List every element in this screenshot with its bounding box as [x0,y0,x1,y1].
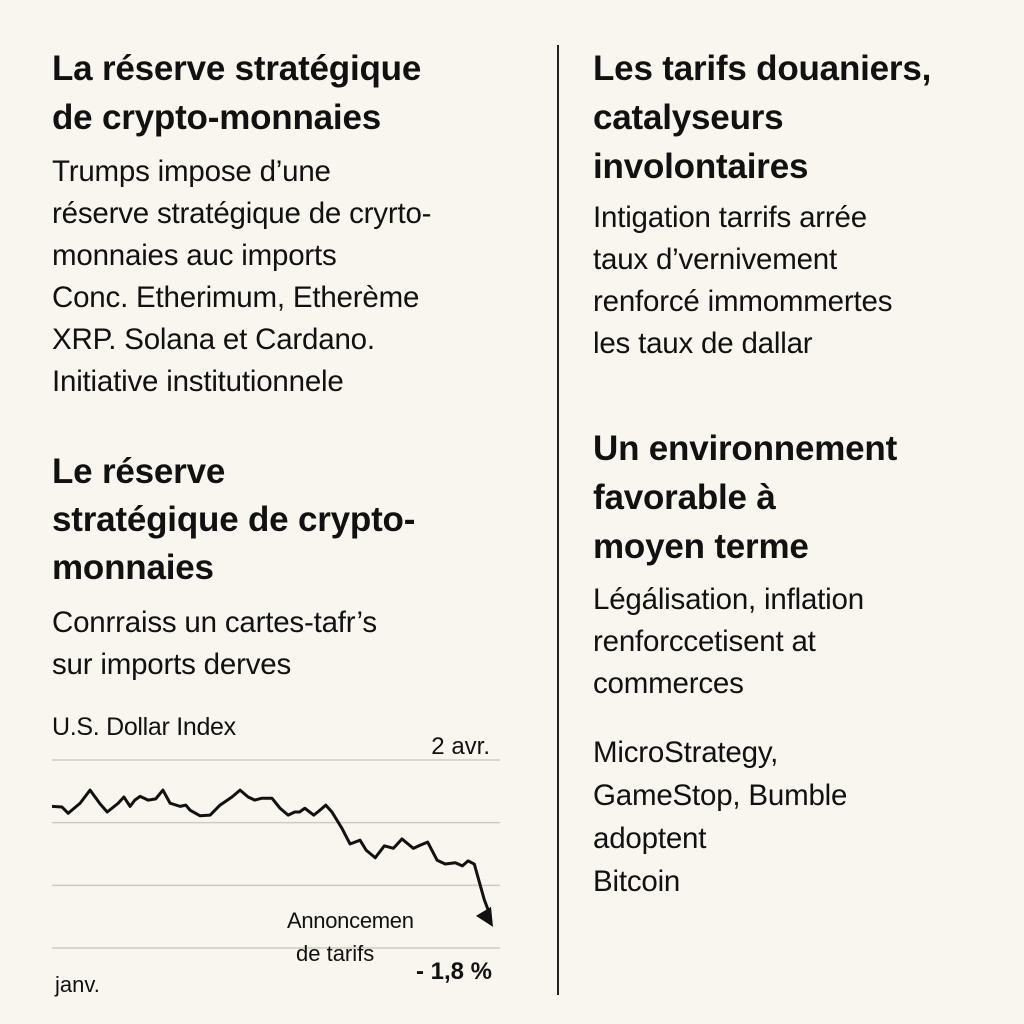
heading-line: stratégique de crypto- [52,500,416,539]
heading-line: Un environnement [593,429,898,468]
body-line: les taux de dallar [593,327,813,360]
x-end-label: 2 avr. [431,733,490,760]
left-body-2: Conrraiss un cartes-tafr’s sur imports d… [52,602,377,686]
heading-line: Le réserve [52,452,226,491]
body-line: monnaies auc imports [52,239,337,272]
heading-line: catalyseurs [593,98,784,137]
right-body-2: Légálisation, inflation renforccetisent … [593,579,864,705]
x-start-label: janv. [55,972,100,997]
body-line: Trumps impose d’une [52,155,331,188]
change-label: - 1,8 % [415,958,492,985]
body-line: XRP. Solana et Cardano. [52,323,375,356]
annotation-line: de tarifs [296,941,375,966]
annotation-line: Annoncemen [287,908,414,933]
series-line [51,788,492,916]
body-line: adoptent [593,822,707,855]
body-line: Conrraiss un cartes-tafr’s [52,606,377,639]
right-heading-2: Un environnement favorable à moyen terme [593,424,897,571]
body-line: Intigation tarrifs arrée [593,201,867,234]
body-line: sur imports derves [52,648,292,681]
body-line: GameStop, Bumble [593,779,848,812]
body-line: Légálisation, inflation [593,583,864,616]
heading-line: Les tarifs douaniers, [593,49,932,88]
left-heading-2: Le réserve stratégique de crypto- monnai… [52,448,415,592]
right-heading-1: Les tarifs douaniers, catalyseurs involo… [593,44,931,191]
heading-line: La réserve stratégique [52,49,422,88]
body-line: taux d’vernivement [593,243,837,276]
chart-title: U.S. Dollar Index [52,713,236,741]
heading-line: de crypto-monnaies [52,98,381,137]
body-line: Initiative institutionnele [52,365,344,398]
heading-line: moyen terme [593,527,809,566]
body-line: renforcé immommertes [593,285,893,318]
body-line: réserve stratégique de cryrto- [52,197,432,230]
body-line: MicroStrategy, [593,736,779,769]
right-body-3: MicroStrategy, GameStop, Bumble adoptent… [593,731,847,903]
heading-line: involontaires [593,147,809,186]
body-line: Bitcoin [593,865,681,898]
column-divider [557,45,559,995]
body-line: Conc. Etherimum, Etherème [52,281,420,314]
body-line: commerces [593,667,744,700]
body-line: renforccetisent at [593,625,816,658]
right-body-1: Intigation tarrifs arrée taux d’vernivem… [593,197,892,365]
arrow-down-icon [476,906,493,927]
left-body-1: Trumps impose d’une réserve stratégique … [52,151,432,403]
heading-line: favorable à [593,478,776,517]
heading-line: monnaies [52,548,214,587]
left-heading-1: La réserve stratégique de crypto-monnaie… [52,44,421,142]
